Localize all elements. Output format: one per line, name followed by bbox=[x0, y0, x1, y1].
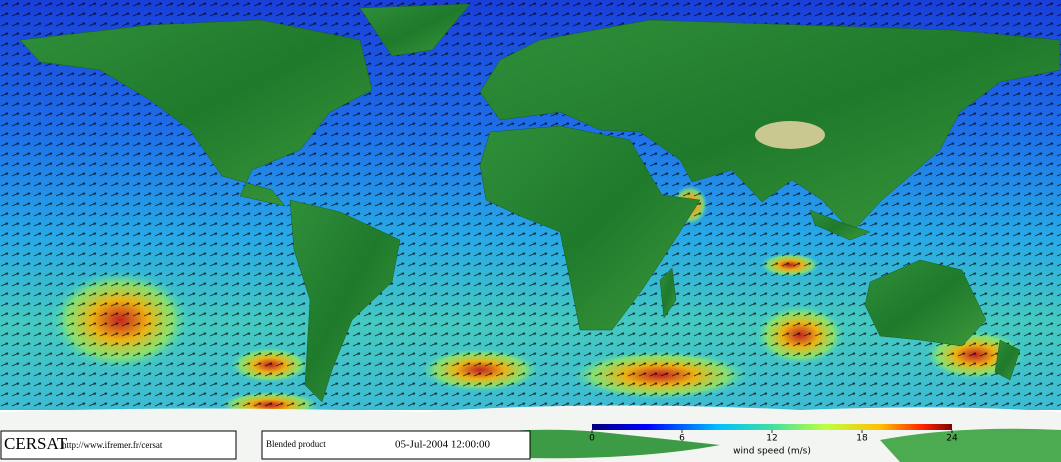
colorbar-tick-label: 24 bbox=[946, 434, 958, 444]
colorbar-tick-label: 18 bbox=[856, 434, 868, 444]
colorbar-tick-label: 6 bbox=[679, 434, 685, 444]
info-bar: CERSAT http://www.ifremer.fr/cersat Blen… bbox=[0, 430, 531, 460]
logo-box bbox=[0, 430, 237, 460]
colorbar-tick-label: 12 bbox=[766, 434, 777, 444]
colorbar-label: wind speed (m/s) bbox=[733, 447, 811, 457]
colorbar-gradient bbox=[592, 424, 952, 430]
product-box bbox=[261, 430, 531, 460]
product: Blended product bbox=[266, 439, 326, 449]
timestamp: 05-Jul-2004 12:00:00 bbox=[395, 439, 491, 451]
colorbar: wind speed (m/s) 0 6 12 18 24 bbox=[589, 424, 958, 457]
colorbar-tick-label: 0 bbox=[589, 434, 595, 444]
continents bbox=[19, 3, 1061, 403]
logo: CERSAT bbox=[4, 434, 68, 453]
url: http://www.ifremer.fr/cersat bbox=[62, 440, 163, 450]
